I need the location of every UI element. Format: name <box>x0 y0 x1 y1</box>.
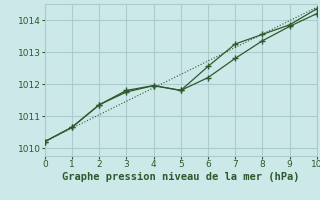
X-axis label: Graphe pression niveau de la mer (hPa): Graphe pression niveau de la mer (hPa) <box>62 172 300 182</box>
